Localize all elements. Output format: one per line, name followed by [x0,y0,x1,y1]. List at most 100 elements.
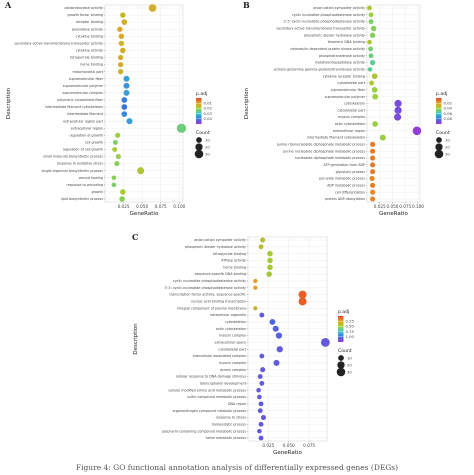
size-legend-dot [436,137,442,143]
data-point [272,325,279,332]
term-label: intracellular organelle [210,313,246,317]
term-label: regulation of cell growth [63,148,103,152]
term-label: extracellular region part [63,119,104,123]
term-label: receptor binding [76,20,103,24]
term-label: heme metabolic process [206,436,247,440]
data-point [117,54,124,61]
data-point [114,161,120,167]
color-legend-title: p.adj [338,309,349,315]
color-bar-label: 0.75 [346,329,355,334]
size-legend-label: 10 [445,137,450,142]
data-point [368,12,374,18]
data-point [370,25,377,32]
term-label: extracellular region [71,126,103,130]
term-label: organonitrogen compound catabolic proces… [173,409,247,413]
term-label: response to oxidative stress [57,162,104,166]
term-label: glycolytic process [336,170,366,174]
term-label: cytoskeletal part [218,347,246,351]
term-label: cell differentiation [335,190,365,194]
data-point [258,401,264,407]
term-label: oxidoreductase activity [65,6,104,10]
term-label: supramolecular fiber [69,77,104,81]
term-label: purine ribonucleoside diphosphate metabo… [277,143,366,147]
term-label: peroxidase activity [72,27,103,31]
data-point [368,46,373,52]
size-legend-title: Count [436,130,450,136]
data-point [367,67,373,72]
data-point [117,61,124,68]
term-label: cytokine receptor binding [323,74,365,78]
data-point [120,189,126,195]
plot-area [104,4,184,203]
term-label: secondary active transmembrane transport… [14,41,103,45]
data-point [412,126,422,136]
color-legend-title: p.adj [436,91,447,97]
term-label: supramolecular fiber [331,88,366,92]
term-label: cytoskeletal part [337,108,365,112]
data-point [275,332,283,339]
term-label: phosphotransferase activity [319,54,365,58]
term-label: nucleoside diphosphate metabolic process [295,156,366,160]
color-bar-label: 0.02 [444,101,453,106]
color-bar-label: 0.01 [204,101,213,106]
term-label: phosphoric diester hydrolase activity [185,245,246,249]
data-point [176,123,187,133]
data-point [253,278,258,284]
data-point [267,257,273,264]
size-legend-label: 30 [445,151,450,156]
data-point [370,148,376,154]
term-label: cellular response to DNA damage stimulus [176,375,247,379]
data-point [257,374,263,379]
data-point [370,182,376,188]
term-label: myosin complex [338,115,365,119]
term-label: cytokine activity [76,49,103,53]
term-label: heme binding [80,63,103,67]
size-legend-dot [338,355,344,361]
data-point [379,134,386,141]
term-label: small molecule biosynthetic process [43,155,103,159]
data-point [253,285,258,290]
size-legend-label: 20 [445,144,450,149]
data-point [367,39,372,45]
term-label: phosphoric diester hydrolase activity [304,33,365,37]
term-label: telomeric DNA binding [328,40,365,44]
term-label: supramolecular polymer [325,95,366,99]
size-legend-title: Count [338,348,352,354]
term-label: cellular modified amino acid metabolic p… [168,388,246,392]
term-label: cyclic nucleotide phosphodiesterase acti… [292,13,365,17]
data-point [367,5,372,11]
data-point [370,169,376,175]
term-label: protein-glutamine gamma-glutamyltransfer… [274,67,365,71]
x-axis-title: GeneRatio [379,211,408,217]
data-point [371,73,378,80]
x-tick-label: 0.025 [262,443,274,448]
data-point [137,167,145,175]
color-bar-label: 1.00 [346,334,355,339]
term-label: ADP metabolic process [327,183,365,187]
term-label: cytoskeleton [344,102,365,106]
data-point [266,271,272,277]
color-bar-label: 0.06 [444,111,453,116]
data-point [370,155,376,161]
x-axis-title: GeneRatio [130,211,159,217]
term-label: homeostatic process [212,422,246,426]
term-label: pyruvate metabolic process [319,177,365,181]
data-point [260,237,266,243]
color-bar-label: 0.08 [444,116,453,121]
term-label: response to wounding [67,183,103,187]
data-point [257,428,262,434]
data-point [267,264,273,271]
term-label: cytoskeleton [225,320,246,324]
panel-letter: C [132,232,138,242]
data-point [372,121,379,127]
term-label: supramolecular polymer [63,84,104,88]
x-tick-label: 0.075 [155,204,167,209]
term-label: cell growth [85,141,103,145]
term-label: polymeric cytoskeletal fiber [57,98,103,102]
data-point [369,32,376,38]
